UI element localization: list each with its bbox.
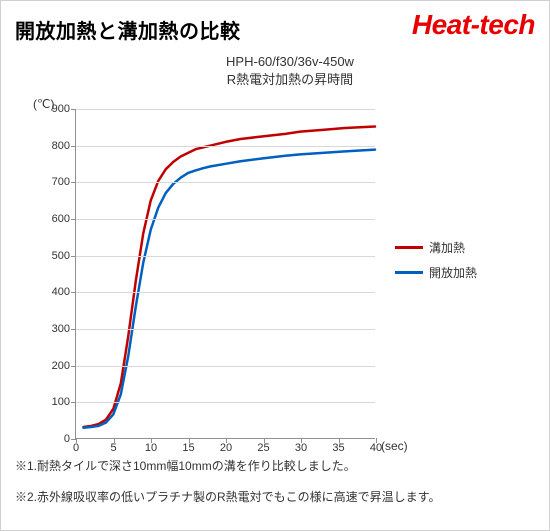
chart-title-2: R熱電対加熱の昇時間: [45, 71, 535, 89]
x-axis-unit: (sec): [381, 439, 408, 453]
series-line: [83, 127, 375, 427]
x-tick-label: 0: [73, 438, 79, 454]
y-tick-label: 100: [52, 396, 76, 408]
chart-container: HPH-60/f30/36v-450w R熱電対加熱の昇時間 (℃) (sec)…: [15, 49, 535, 459]
legend-swatch: [395, 246, 423, 249]
legend-item: 開放加熱: [395, 264, 477, 281]
x-tick-label: 30: [295, 438, 307, 454]
legend-item: 溝加熱: [395, 239, 477, 256]
gridline-h: [76, 292, 375, 293]
gridline-h: [76, 402, 375, 403]
series-line: [83, 150, 375, 428]
gridline-h: [76, 219, 375, 220]
gridline-h: [76, 109, 375, 110]
chart-titles: HPH-60/f30/36v-450w R熱電対加熱の昇時間: [15, 49, 535, 89]
y-tick-label: 700: [52, 176, 76, 188]
legend-swatch: [395, 271, 423, 274]
chart-lines-svg: [76, 109, 375, 438]
y-tick-label: 600: [52, 213, 76, 225]
gridline-h: [76, 366, 375, 367]
footnote-1: ※1.耐熱タイルで深さ10mm幅10mmの溝を作り比較しました。: [15, 458, 535, 475]
y-tick-label: 400: [52, 286, 76, 298]
y-tick-label: 800: [52, 140, 76, 152]
x-tick-label: 5: [110, 438, 116, 454]
gridline-h: [76, 256, 375, 257]
gridline-h: [76, 329, 375, 330]
x-tick-label: 40: [370, 438, 382, 454]
page-root: 開放加熱と溝加熱の比較 Heat-tech HPH-60/f30/36v-450…: [0, 0, 550, 531]
footnote-2: ※2.赤外線吸収率の低いプラチナ製のR熱電対でもこの様に高速で昇温します。: [15, 489, 535, 506]
brand-logo: Heat-tech: [412, 9, 535, 41]
x-tick-label: 20: [220, 438, 232, 454]
chart-plot-area: 0100200300400500600700800900051015202530…: [75, 109, 375, 439]
chart-legend: 溝加熱 開放加熱: [395, 239, 477, 289]
header: 開放加熱と溝加熱の比較 Heat-tech: [1, 1, 549, 49]
page-title: 開放加熱と溝加熱の比較: [15, 15, 241, 44]
footnotes: ※1.耐熱タイルで深さ10mm幅10mmの溝を作り比較しました。 ※2.赤外線吸…: [15, 458, 535, 520]
legend-label: 溝加熱: [429, 239, 465, 256]
gridline-h: [76, 182, 375, 183]
chart-title-1: HPH-60/f30/36v-450w: [45, 53, 535, 71]
x-tick-label: 25: [257, 438, 269, 454]
legend-label: 開放加熱: [429, 264, 477, 281]
x-tick-label: 15: [182, 438, 194, 454]
gridline-h: [76, 146, 375, 147]
x-tick-label: 35: [332, 438, 344, 454]
y-tick-label: 500: [52, 250, 76, 262]
y-tick-label: 200: [52, 360, 76, 372]
y-tick-label: 900: [52, 103, 76, 115]
x-tick-label: 10: [145, 438, 157, 454]
y-tick-label: 300: [52, 323, 76, 335]
